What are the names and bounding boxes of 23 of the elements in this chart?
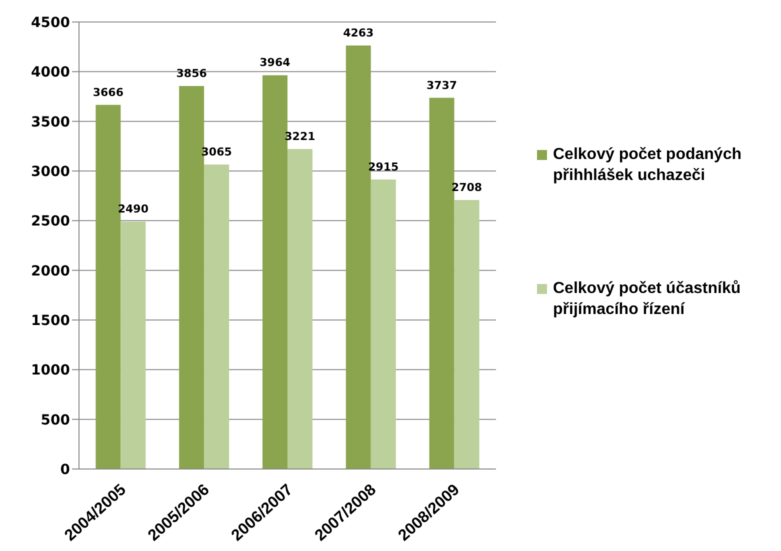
bar <box>287 149 312 469</box>
y-tick-label: 2500 <box>31 214 70 230</box>
data-label: 4263 <box>343 26 374 40</box>
y-tick-label: 1500 <box>31 312 70 329</box>
bar <box>346 46 371 469</box>
bar <box>204 164 230 469</box>
y-tick-label: 4000 <box>31 64 70 81</box>
y-tick-label: 3000 <box>31 164 70 180</box>
y-tick-label: 2000 <box>31 263 70 280</box>
bar <box>120 222 146 469</box>
legend-label: Celkový počet podaných přihhlášek uchazeči <box>553 145 742 186</box>
bar <box>454 200 480 469</box>
data-label: 3964 <box>260 56 291 70</box>
bar <box>370 179 396 469</box>
y-tick-label: 0 <box>60 462 70 478</box>
data-label: 3856 <box>176 66 208 80</box>
data-label: 3737 <box>426 78 458 92</box>
y-tick-label: 1000 <box>31 362 70 379</box>
y-tick-label: 4500 <box>31 14 70 31</box>
data-label: 3666 <box>92 86 124 99</box>
y-tick-label: 500 <box>40 412 70 428</box>
y-tick-label: 3500 <box>31 114 70 130</box>
legend-label: Celkový počet účastníků přijímacího řízení <box>553 279 742 320</box>
